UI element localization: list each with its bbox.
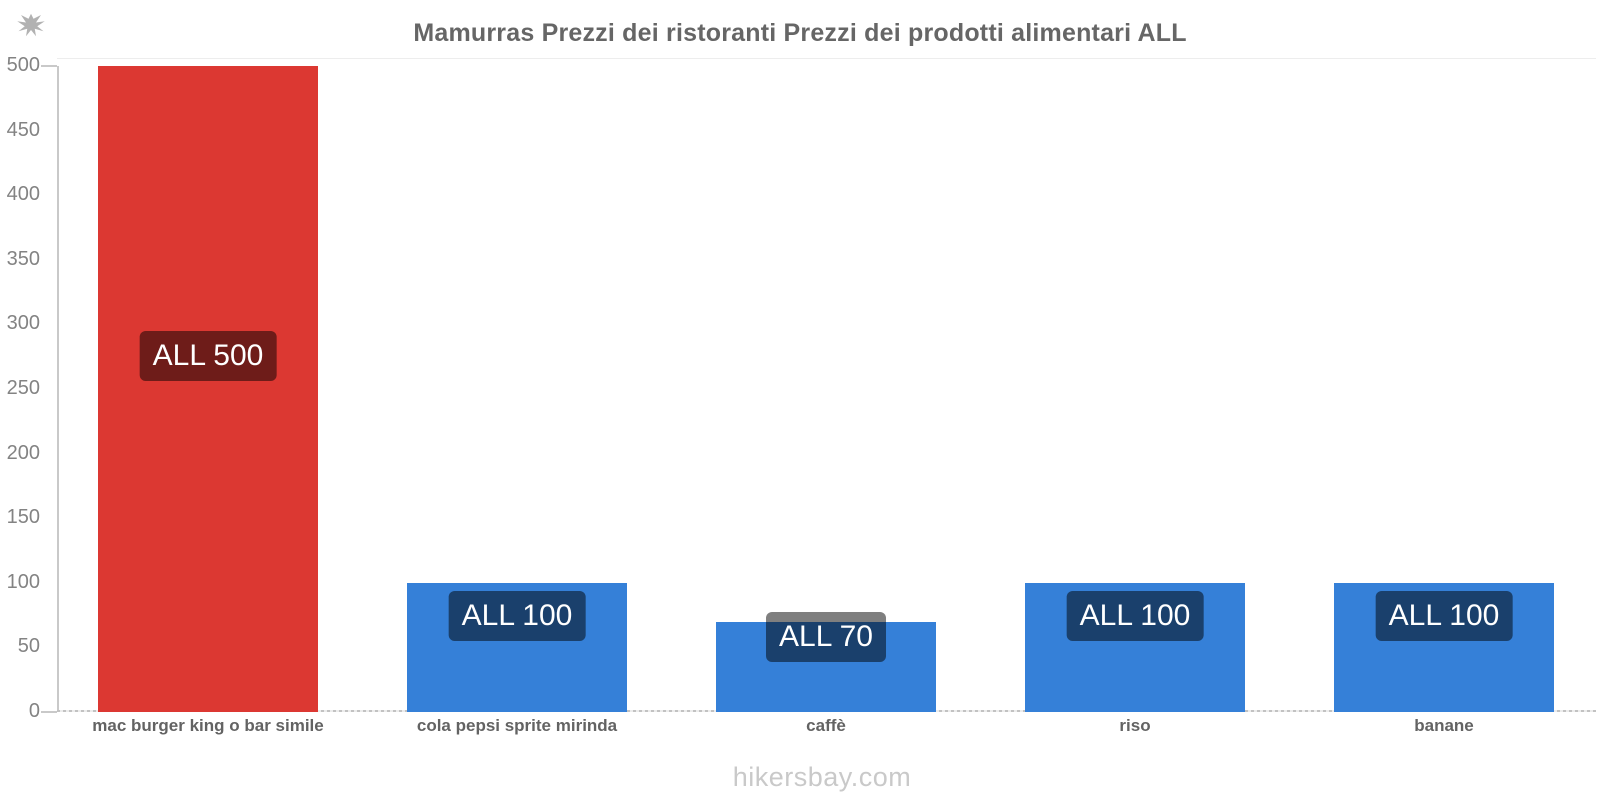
y-tick-label: 500 bbox=[6, 54, 40, 77]
y-tick-label: 50 bbox=[17, 635, 40, 658]
x-axis-label-2: cola pepsi sprite mirinda bbox=[416, 716, 618, 735]
x-axis-label-1: mac burger king o bar simile bbox=[92, 716, 324, 735]
x-axis-label-3: caffè bbox=[806, 716, 846, 735]
y-tick-mark bbox=[41, 711, 57, 713]
value-label-3: ALL 70 bbox=[766, 612, 886, 662]
y-tick-label: 350 bbox=[6, 247, 40, 270]
y-tick-label: 0 bbox=[28, 700, 40, 723]
y-axis-line bbox=[57, 66, 59, 712]
value-label-2: ALL 100 bbox=[448, 591, 586, 641]
y-tick-label: 250 bbox=[6, 377, 40, 400]
y-tick-label: 300 bbox=[6, 312, 40, 335]
bar-1[interactable] bbox=[98, 66, 318, 712]
albania-flag-icon bbox=[0, 5, 62, 44]
y-tick-mark bbox=[41, 65, 57, 67]
y-tick-label: 100 bbox=[6, 570, 40, 593]
value-label-1: ALL 500 bbox=[139, 331, 277, 381]
value-label-5: ALL 100 bbox=[1375, 591, 1513, 641]
y-tick-label: 400 bbox=[6, 183, 40, 206]
plot-top-border bbox=[57, 58, 1596, 59]
watermark-text: hikersbay.com bbox=[732, 762, 912, 792]
eagle-icon bbox=[17, 13, 45, 36]
value-label-4: ALL 100 bbox=[1066, 591, 1204, 641]
x-axis-label-4: riso bbox=[1119, 716, 1151, 735]
x-axis-label-5: banane bbox=[1414, 716, 1474, 735]
chart-title: Mamurras Prezzi dei ristoranti Prezzi de… bbox=[413, 19, 1187, 47]
y-tick-label: 200 bbox=[6, 441, 40, 464]
y-tick-label: 450 bbox=[6, 118, 40, 141]
y-tick-label: 150 bbox=[6, 506, 40, 529]
